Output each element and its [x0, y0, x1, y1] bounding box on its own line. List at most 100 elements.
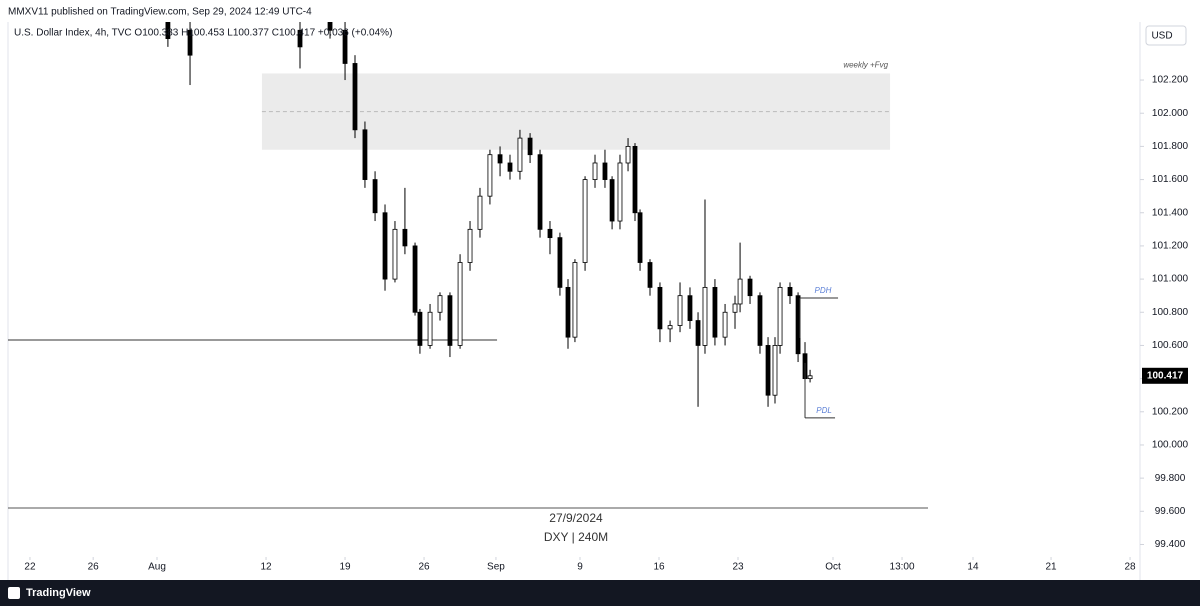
- axes: 99.40099.60099.800100.000100.200100.4001…: [24, 75, 1188, 573]
- footer: [0, 580, 1200, 606]
- y-tick-label: 101.600: [1152, 174, 1189, 185]
- watermark-symbol: DXY | 240M: [544, 530, 608, 544]
- candle-body: [722, 311, 728, 338]
- y-tick-label: 100.000: [1152, 440, 1189, 451]
- candle-body: [527, 137, 533, 156]
- y-tick-label: 100.800: [1152, 307, 1189, 318]
- candle-body: [617, 162, 623, 222]
- candle-body: [392, 228, 398, 280]
- x-tick-label: Oct: [825, 562, 841, 573]
- currency-box[interactable]: [1145, 25, 1187, 46]
- candle-body: [565, 286, 571, 338]
- candle-body: [402, 228, 408, 247]
- x-tick-label: 28: [1124, 562, 1136, 573]
- candle-body: [517, 137, 523, 172]
- y-tick-label: 100.200: [1152, 406, 1189, 417]
- candle-body: [765, 345, 771, 396]
- candle-body: [737, 278, 743, 305]
- candle-body: [372, 179, 378, 214]
- candle-body: [572, 262, 578, 338]
- x-tick-label: 14: [967, 562, 979, 573]
- candle-body: [327, 22, 333, 31]
- x-tick-label: 9: [577, 562, 583, 573]
- candle-body: [427, 311, 433, 346]
- candle-body: [772, 345, 778, 396]
- y-tick-label: 100.600: [1152, 340, 1189, 351]
- candle-body: [712, 286, 718, 338]
- brand-logo: [8, 587, 20, 599]
- candle-body: [602, 162, 608, 180]
- chart-title: U.S. Dollar Index, 4h, TVC O100.383 H100…: [14, 28, 392, 39]
- candle-body: [487, 154, 493, 197]
- x-tick-label: 22: [24, 562, 36, 573]
- candle-body: [592, 162, 598, 180]
- x-tick-label: 19: [339, 562, 351, 573]
- watermark-date: 27/9/2024: [549, 511, 603, 525]
- publisher-bar: [0, 0, 1200, 22]
- candle-body: [647, 262, 653, 288]
- y-tick-label: 102.000: [1152, 108, 1189, 119]
- candle-body: [787, 286, 793, 297]
- candle-body: [342, 29, 348, 64]
- plot: weekly +Fvg PDH PDL: [8, 22, 891, 419]
- level-label: PDH: [815, 286, 832, 295]
- y-tick-label: 99.400: [1155, 539, 1186, 550]
- last-price-label: 100.417: [1147, 370, 1184, 381]
- candle-body: [777, 286, 783, 346]
- fvg-label: weekly +Fvg: [843, 61, 888, 70]
- x-tick-label: Aug: [148, 562, 166, 573]
- candle-body: [547, 228, 553, 239]
- x-tick-label: 21: [1045, 562, 1057, 573]
- level-label: PDL: [816, 406, 832, 415]
- candle-body: [467, 228, 473, 263]
- candle-body: [497, 154, 503, 164]
- y-tick-label: 101.400: [1152, 207, 1189, 218]
- publisher: MMXV11 published on TradingView.com, Sep…: [8, 7, 312, 18]
- x-tick-label: 16: [653, 562, 665, 573]
- y-tick-label: 101.800: [1152, 141, 1189, 152]
- candle-body: [657, 286, 663, 330]
- candle-body: [747, 278, 753, 297]
- candle-body: [625, 146, 631, 164]
- candle-body: [677, 295, 683, 326]
- y-tick-label: 101.000: [1152, 274, 1189, 285]
- candle-body: [687, 295, 693, 321]
- y-tick-label: 99.800: [1155, 473, 1186, 484]
- candle-body: [667, 325, 673, 330]
- candle-body: [557, 237, 563, 288]
- candle-body: [352, 63, 358, 131]
- last-price-box: [1142, 367, 1188, 384]
- y-tick-label: 99.600: [1155, 506, 1186, 517]
- candle-body: [437, 295, 443, 313]
- x-tick-label: 13:00: [890, 562, 915, 573]
- candle-body: [757, 295, 763, 346]
- candle-body: [362, 129, 368, 180]
- x-tick-label: 26: [88, 562, 100, 573]
- candle-body: [507, 162, 513, 172]
- candle-body: [417, 311, 423, 346]
- x-tick-label: 12: [260, 562, 272, 573]
- candle-body: [537, 154, 543, 230]
- y-tick-label: 102.200: [1152, 75, 1189, 86]
- x-tick-label: Sep: [487, 562, 505, 573]
- candle-body: [695, 320, 701, 346]
- candle-body: [477, 195, 483, 230]
- brand: TradingView: [26, 587, 91, 599]
- candle-body: [382, 212, 388, 280]
- candle-body: [807, 375, 813, 380]
- candle-body: [412, 245, 418, 313]
- candle-body: [632, 146, 638, 214]
- y-tick-label: 101.200: [1152, 241, 1189, 252]
- x-tick-label: 26: [418, 562, 430, 573]
- candle-body: [702, 286, 708, 346]
- candle-body: [447, 295, 453, 346]
- candle-body: [582, 179, 588, 263]
- candle-body: [165, 22, 171, 39]
- currency: USD: [1151, 31, 1172, 42]
- candle-body: [637, 212, 643, 263]
- candle-body: [732, 303, 738, 313]
- x-tick-label: 23: [732, 562, 744, 573]
- candle-body: [609, 179, 615, 222]
- candle-body: [457, 262, 463, 346]
